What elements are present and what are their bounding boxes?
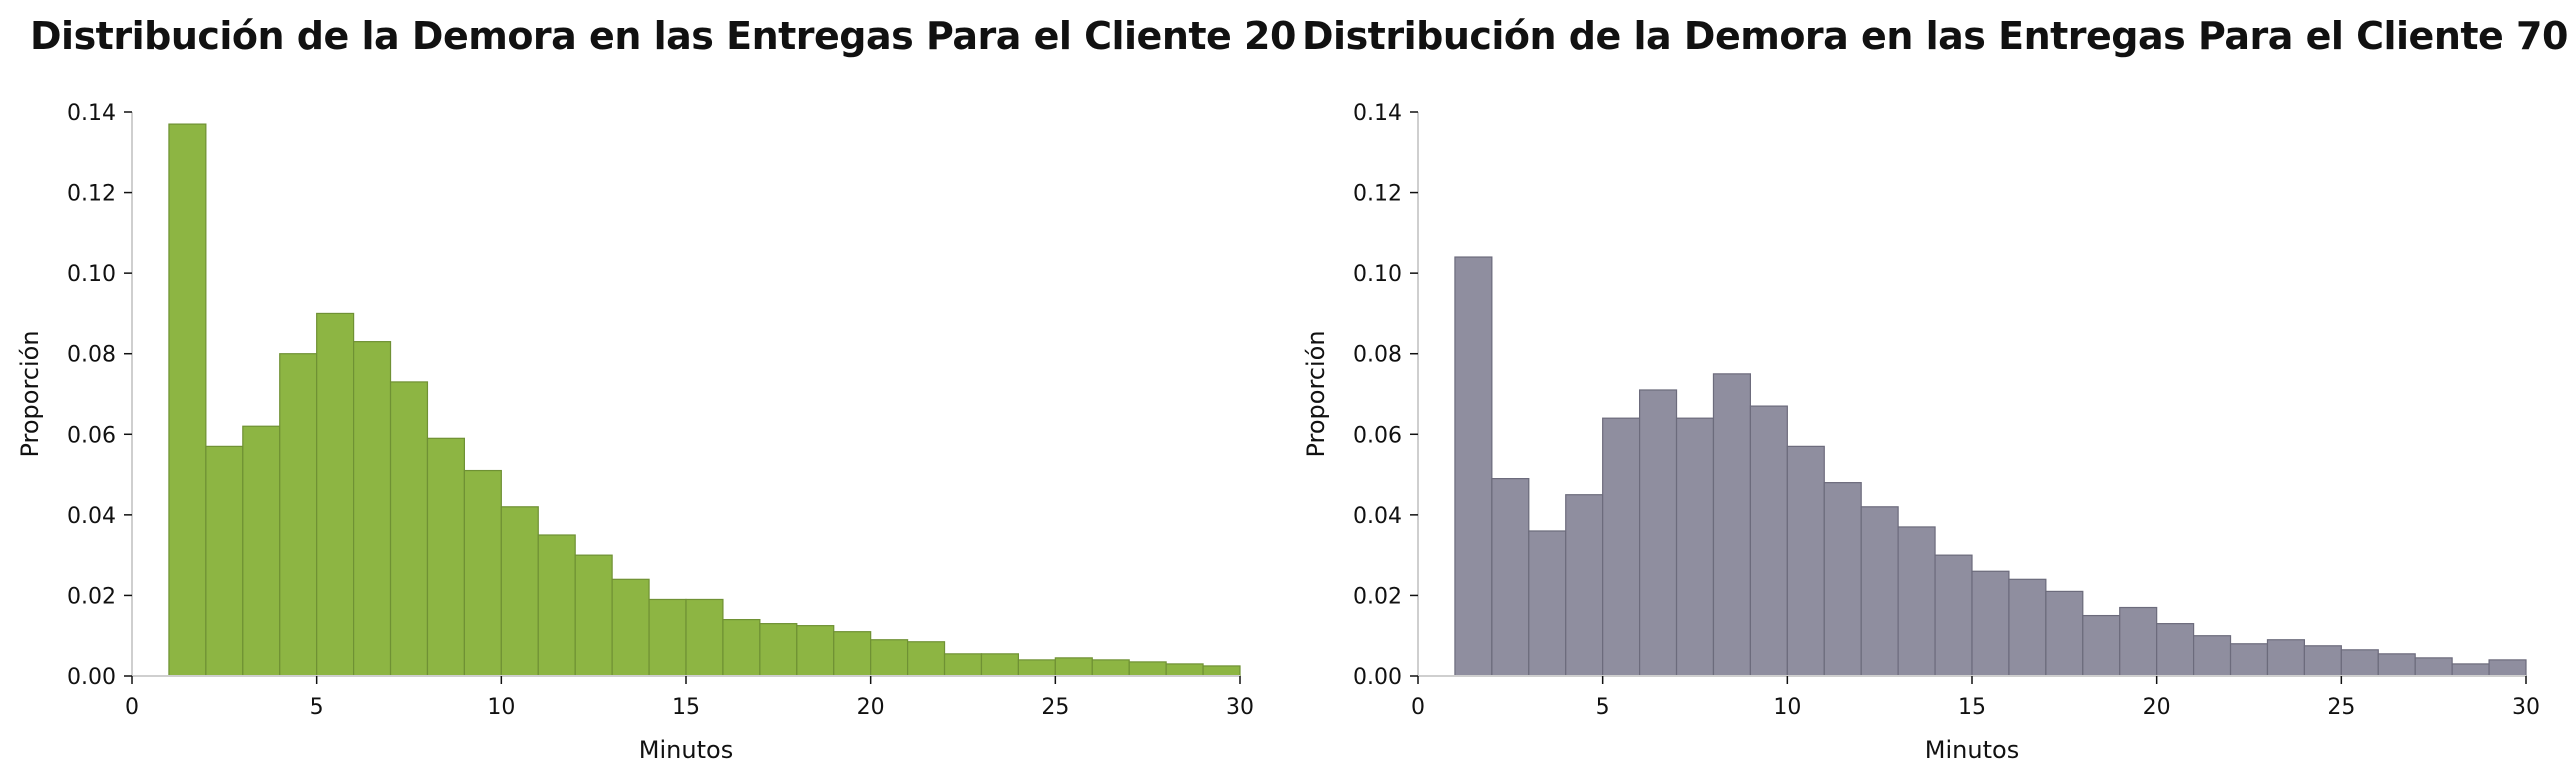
histogram-bar [1860,506,1899,677]
histogram-bar [1165,663,1204,677]
histogram-bar [2451,663,2490,677]
y-tick-label: 0.06 [67,423,116,448]
y-tick-label: 0.06 [1353,423,1402,448]
histogram-bar [463,469,502,677]
histogram-cliente-20: 0 5 10 15 20 25 30 0.00 0.02 0.04 0.06 0.08 0.10 0.12… [16,101,1254,764]
x-tick-label: 30 [1226,695,1254,720]
histogram-bar [2340,649,2379,677]
histogram-bar [1712,373,1752,677]
y-tick-label: 0.08 [67,343,116,368]
x-tick-label: 10 [487,695,515,720]
x-tick-label: 15 [1958,695,1986,720]
y-tick-label: 0.02 [67,584,116,609]
histogram-bar [2266,639,2306,677]
y-axis-label: Proporción [16,330,44,457]
histogram-bar [1823,482,1862,677]
x-tick-label: 10 [1773,695,1801,720]
y-tick-label: 0.08 [1353,343,1402,368]
histogram-bar [500,506,539,677]
histogram-bar [685,598,724,677]
y-tick-label: 0.12 [1353,182,1402,207]
histogram-bar [2156,623,2195,677]
histogram-bar [242,425,281,677]
histogram-bar [759,623,798,677]
y-tick-label: 0.12 [67,182,116,207]
histogram-bar [2082,614,2121,677]
histogram-bar [389,381,429,677]
x-tick-label: 5 [310,695,324,720]
histogram-bar [2045,590,2084,677]
histogram-bar [316,312,355,677]
chart-title: Distribución de la Demora en las Entrega… [30,14,1296,58]
x-tick-label: 30 [2512,695,2540,720]
histogram-bar [611,578,650,677]
chart-panel-cliente-70: Distribución de la Demora en las Entrega… [1286,0,2572,776]
histogram-bar [1565,494,1604,677]
x-tick-label: 0 [1411,695,1425,720]
y-tick-label: 0.04 [1353,504,1402,529]
histogram-bar [1528,530,1567,677]
y-tick-label: 0.10 [1353,262,1402,287]
histogram-bar [1454,256,1493,677]
x-tick-label: 0 [125,695,139,720]
y-tick-label: 0.04 [67,504,116,529]
histogram-bar [722,618,761,677]
histogram-bar [2192,635,2232,677]
histogram-bar [796,625,835,677]
histogram-bar [1128,661,1167,677]
x-tick-label: 15 [672,695,700,720]
chart-panel-cliente-20: Distribución de la Demora en las Entrega… [16,14,1296,764]
x-axis-label: Minutos [1925,736,2019,764]
histogram-bar [1091,659,1130,677]
histogram-bar [1934,554,1973,677]
histogram-bar [574,554,613,677]
histogram-bar [648,598,687,677]
histogram-bar [870,639,909,677]
histogram-bar [1202,665,1241,677]
y-tick-label: 0.00 [67,665,116,690]
x-axis-label: Minutos [639,736,733,764]
histogram-bar [943,653,983,677]
x-tick-label: 20 [857,695,885,720]
y-tick-label: 0.00 [1353,665,1402,690]
histogram-bar [980,653,1020,677]
y-tick-label: 0.10 [67,262,116,287]
histogram-bar [1602,417,1641,677]
y-tick-label: 0.14 [67,101,116,126]
histogram-bar [1786,445,1825,677]
y-axis-label: Proporción [1302,330,1330,457]
histogram-bar [1054,657,1093,677]
histogram-bar [1897,526,1936,677]
histogram-bar [1639,389,1678,677]
histogram-bar [2414,657,2453,677]
x-tick-label: 25 [2327,695,2355,720]
histogram-bar [906,641,946,677]
histogram-bar [2229,643,2269,677]
histogram-bar [2119,606,2158,677]
x-tick-label: 5 [1596,695,1610,720]
y-tick-label: 0.14 [1353,101,1402,126]
histogram-bar [1749,405,1788,677]
histogram-bar [2488,659,2527,677]
histogram-bar [1675,417,1715,677]
histogram-bar [1491,478,1530,677]
x-tick-label: 25 [1041,695,1069,720]
histogram-bar [353,341,392,677]
histogram-bar [168,123,207,677]
histogram-bar [205,445,244,677]
histogram-bar [2303,645,2342,677]
histogram-bar [833,631,872,677]
histogram-cliente-70: 0 5 10 15 20 25 30 0.00 0.02 0.04 0.06 0.08 0.10 0.12… [1302,101,2540,764]
x-tick-label: 20 [2143,695,2171,720]
histogram-bar [537,534,576,677]
y-tick-label: 0.02 [1353,584,1402,609]
histogram-bar [1017,659,1056,677]
histogram-bar [279,353,318,677]
histogram-bar [2377,653,2416,677]
chart-title: Distribución de la Demora en las Entrega… [1302,14,2568,58]
histogram-bar [2008,578,2047,677]
histogram-bar [1971,570,2010,677]
histogram-bar [426,437,466,677]
